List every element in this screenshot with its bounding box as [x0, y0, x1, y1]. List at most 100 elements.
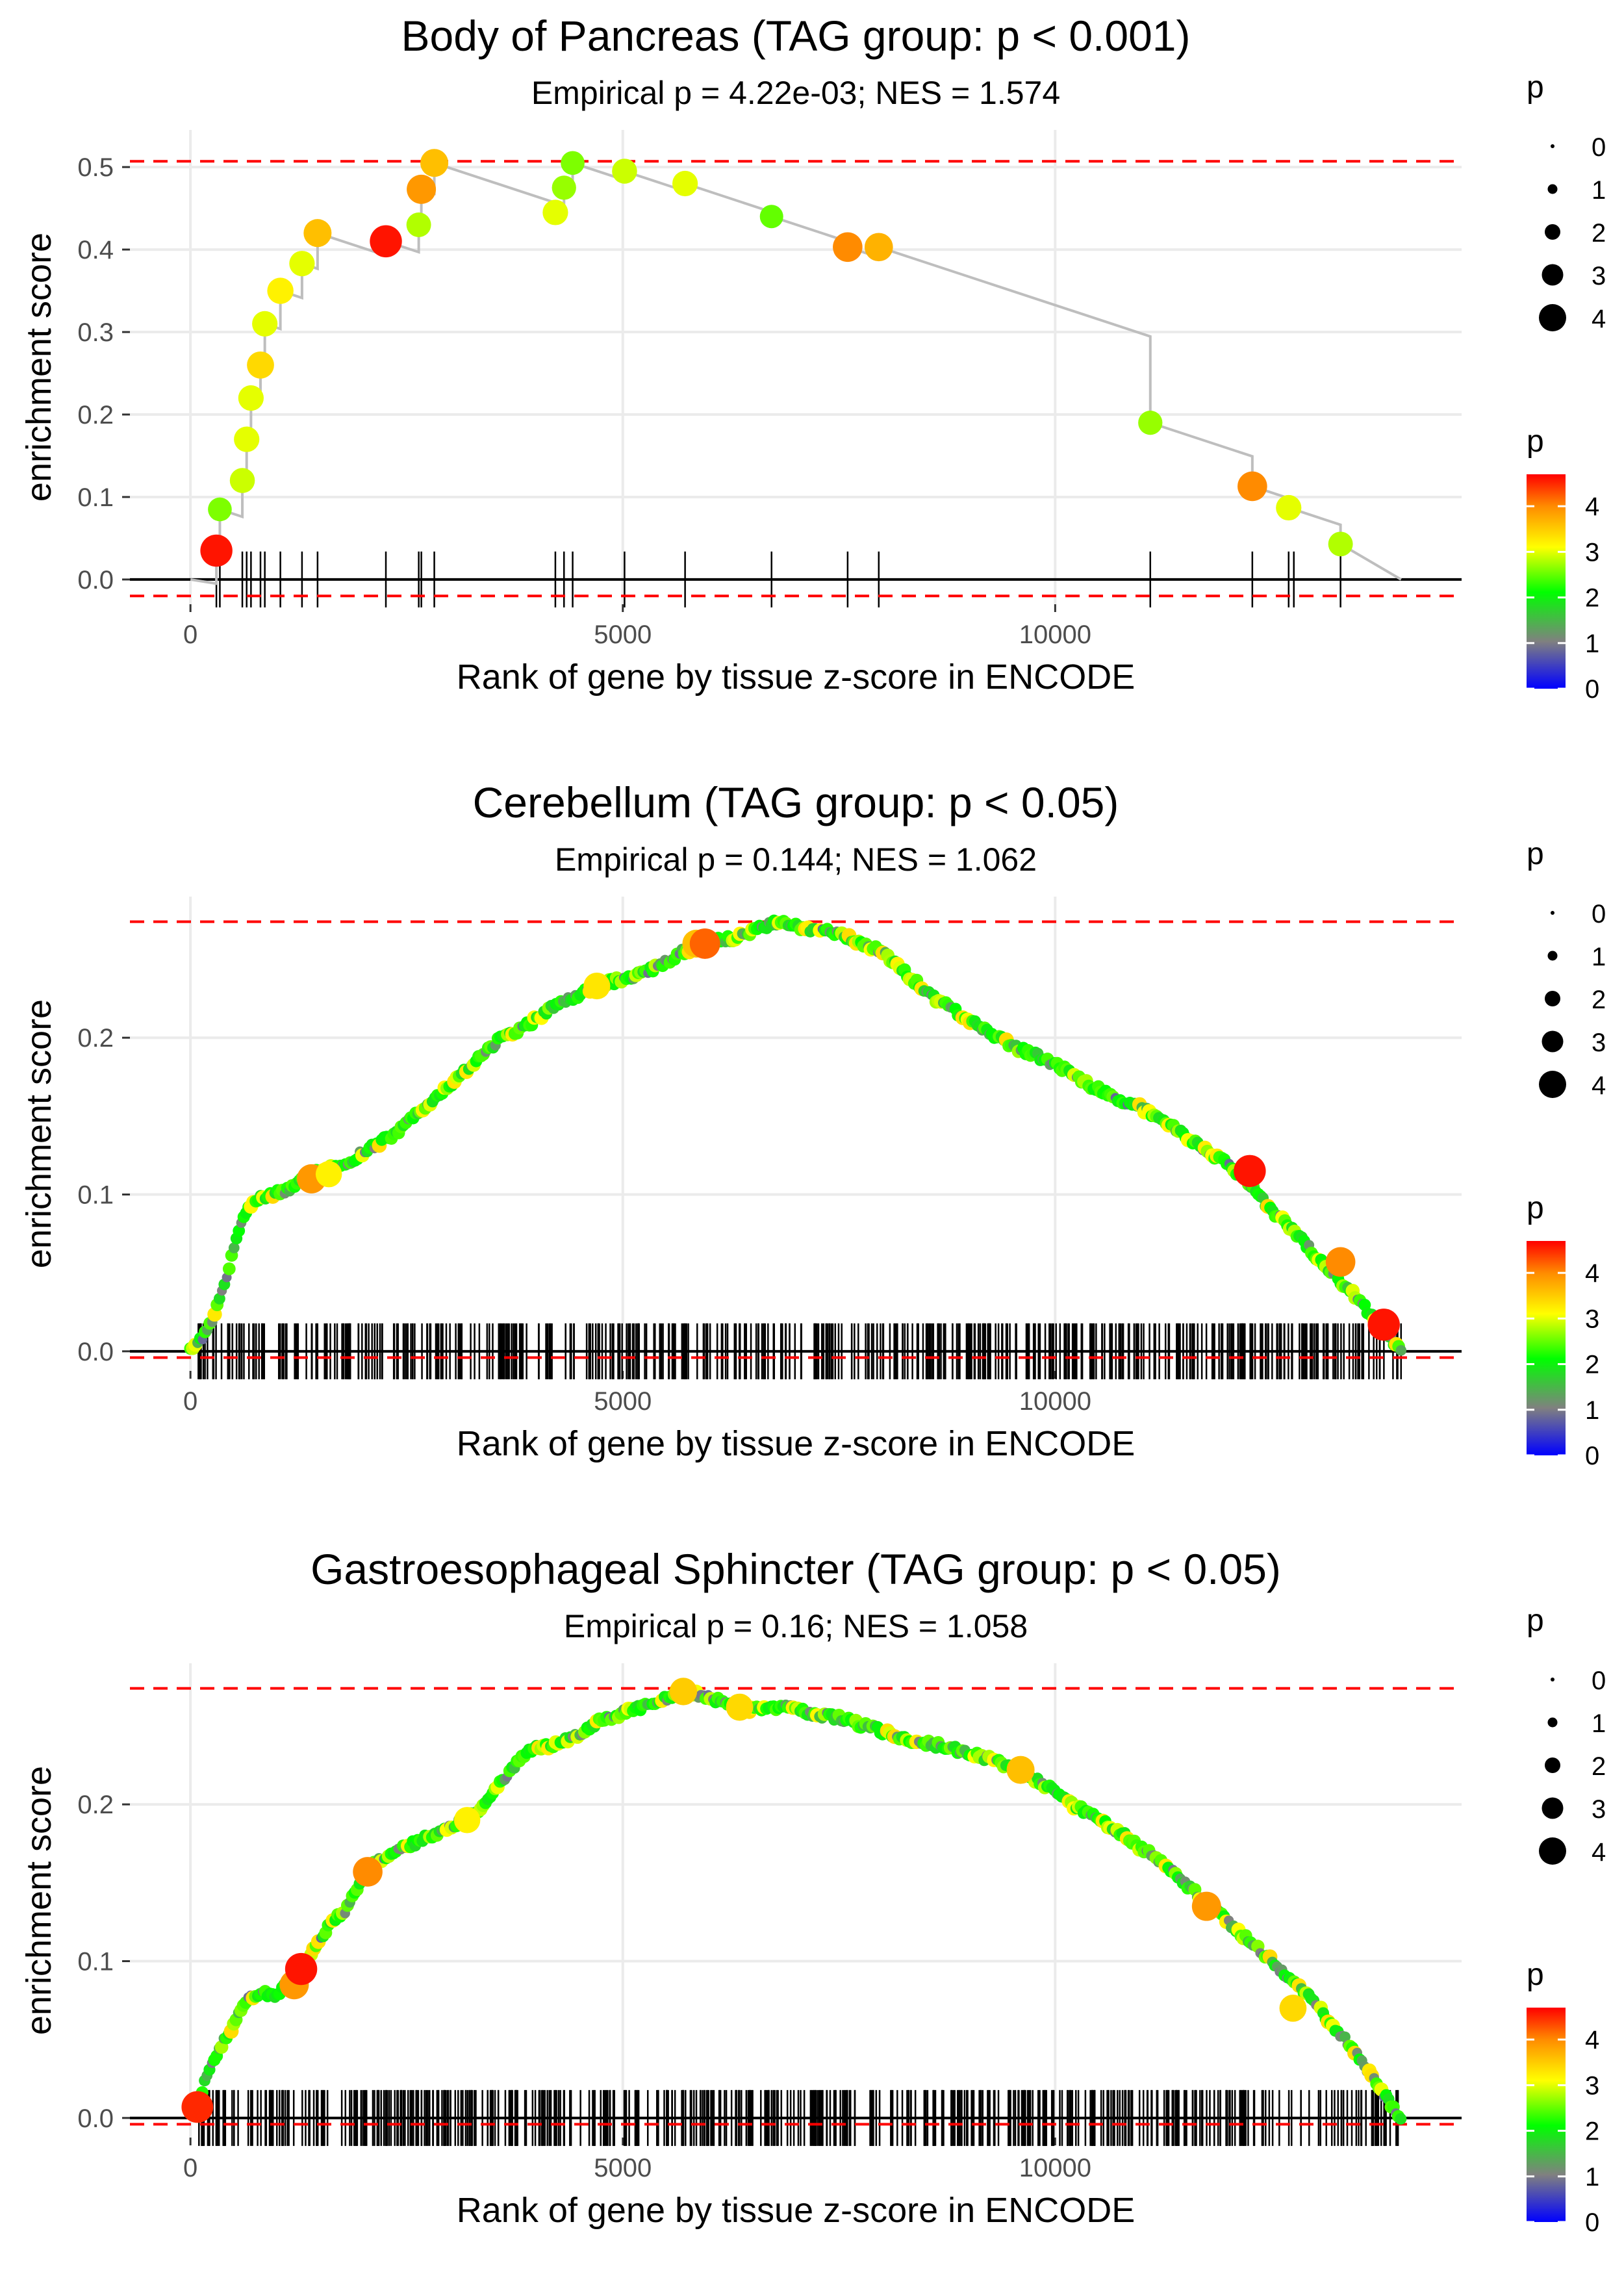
enrichment-curve: [190, 161, 1402, 585]
x-axis-label: Rank of gene by tissue z-score in ENCODE: [457, 658, 1135, 696]
x-tick-label: 0: [183, 2154, 197, 2182]
y-tick-label: 0.1: [77, 1181, 114, 1210]
size-legend-dot: [1547, 184, 1558, 194]
chart-subtitle: Empirical p = 4.22e-03; NES = 1.574: [531, 75, 1060, 111]
hit-point: [370, 225, 402, 258]
hit-point: [234, 426, 260, 452]
x-axis-label: Rank of gene by tissue z-score in ENCODE: [457, 2191, 1135, 2230]
hit-point: [669, 1678, 698, 1706]
size-legend-dot: [1542, 1797, 1564, 1819]
color-legend-label: 0: [1585, 1442, 1599, 1470]
y-axis-label: enrichment score: [19, 1766, 58, 2035]
chart-title: Body of Pancreas (TAG group: p < 0.001): [401, 12, 1191, 60]
size-legend-label: 1: [1592, 176, 1606, 205]
enrichment-curve: [184, 914, 1407, 1356]
hit-point: [267, 277, 294, 304]
hit-point: [1234, 1155, 1266, 1188]
hit-point: [1367, 1309, 1400, 1341]
size-legend-title: p: [1527, 837, 1544, 871]
hit-point: [561, 151, 585, 175]
chart-subtitle: Empirical p = 0.144; NES = 1.062: [555, 841, 1037, 878]
y-axis-label: enrichment score: [19, 233, 58, 502]
size-legend-label: 4: [1592, 1071, 1606, 1100]
color-legend-label: 4: [1585, 2026, 1599, 2054]
color-legend-label: 1: [1585, 630, 1599, 658]
hit-point: [1328, 531, 1353, 557]
color-legend-label: 0: [1585, 2208, 1599, 2237]
size-legend-label: 4: [1592, 1838, 1606, 1867]
x-axis-label: Rank of gene by tissue z-score in ENCODE: [457, 1424, 1135, 1463]
hit-point: [833, 232, 863, 262]
legend: p 0 1 2 3 4 p 4 3 2 1 0: [1527, 70, 1606, 704]
legend: p 0 1 2 3 4 p 4 3 2 1 0: [1527, 837, 1606, 1470]
size-legend-dot: [1539, 1071, 1566, 1098]
size-legend-label: 0: [1592, 900, 1606, 928]
size-legend-label: 3: [1592, 1028, 1606, 1057]
hit-point: [289, 251, 315, 277]
gridlines: [130, 1663, 1462, 2138]
size-legend-dot: [1547, 951, 1558, 961]
size-legend-dot: [1551, 144, 1554, 148]
hit-point: [1191, 1891, 1221, 1921]
hit-point: [353, 1857, 383, 1887]
size-legend-label: 1: [1592, 1709, 1606, 1738]
hit-point: [407, 174, 437, 204]
hit-point: [285, 1952, 318, 1986]
y-axis-label: enrichment score: [19, 999, 58, 1268]
size-legend-label: 0: [1592, 1667, 1606, 1695]
hit-point: [583, 972, 611, 1000]
size-legend-label: 2: [1592, 219, 1606, 248]
panel-3: Gastroesophageal Sphincter (TAG group: p…: [19, 1545, 1606, 2237]
hit-point: [1237, 471, 1267, 502]
color-legend-label: 1: [1585, 2163, 1599, 2191]
legend: p 0 1 2 3 4 p 4 3 2 1 0: [1527, 1603, 1606, 2237]
x-tick-label: 5000: [594, 620, 652, 649]
x-tick-label: 0: [183, 1387, 197, 1416]
color-legend-label: 0: [1585, 675, 1599, 704]
size-legend-dot: [1545, 224, 1560, 240]
size-legend-dot: [1539, 304, 1566, 331]
y-tick-label: 0.1: [77, 1948, 114, 1976]
hit-point: [672, 170, 698, 197]
hit-point: [247, 351, 274, 379]
hit-point: [726, 1693, 754, 1721]
hit-point: [406, 212, 431, 237]
curve-point: [228, 1242, 240, 1254]
hit-point: [181, 2091, 214, 2123]
color-legend-title: p: [1527, 1191, 1544, 1225]
y-tick-label: 0.4: [77, 236, 114, 264]
size-legend-dot: [1545, 991, 1560, 1006]
size-legend-label: 2: [1592, 986, 1606, 1014]
hit-point: [542, 199, 568, 225]
hit-point: [1006, 1756, 1035, 1784]
hit-point: [315, 1160, 342, 1188]
color-legend-bar: [1527, 474, 1566, 689]
x-tick-label: 5000: [594, 1387, 652, 1416]
size-legend-dot: [1547, 1717, 1558, 1728]
hit-point: [1138, 411, 1163, 435]
color-legend-label: 2: [1585, 2117, 1599, 2146]
size-legend-dot: [1542, 264, 1564, 286]
hit-point: [689, 928, 720, 959]
size-legend-label: 2: [1592, 1752, 1606, 1781]
panel-2: Cerebellum (TAG group: p < 0.05) Empirica…: [19, 778, 1606, 1470]
size-legend-label: 3: [1592, 262, 1606, 290]
chart-subtitle: Empirical p = 0.16; NES = 1.058: [564, 1608, 1028, 1644]
x-tick-label: 10000: [1019, 2154, 1091, 2182]
gridlines: [130, 897, 1462, 1371]
size-legend-dot: [1551, 1678, 1554, 1681]
hit-point: [420, 149, 449, 177]
gridlines: [130, 130, 1462, 604]
curve-point: [213, 1292, 225, 1305]
hit-point: [303, 219, 332, 248]
chart-title: Cerebellum (TAG group: p < 0.05): [473, 778, 1119, 826]
y-tick-label: 0.0: [77, 566, 114, 594]
color-legend-bar: [1527, 1241, 1566, 1455]
curve-point: [222, 1262, 236, 1275]
hit-point: [453, 1807, 481, 1833]
color-legend-label: 2: [1585, 1351, 1599, 1379]
y-tick-label: 0.2: [77, 1024, 114, 1053]
hit-point: [612, 159, 637, 184]
size-legend-dot: [1539, 1837, 1566, 1865]
